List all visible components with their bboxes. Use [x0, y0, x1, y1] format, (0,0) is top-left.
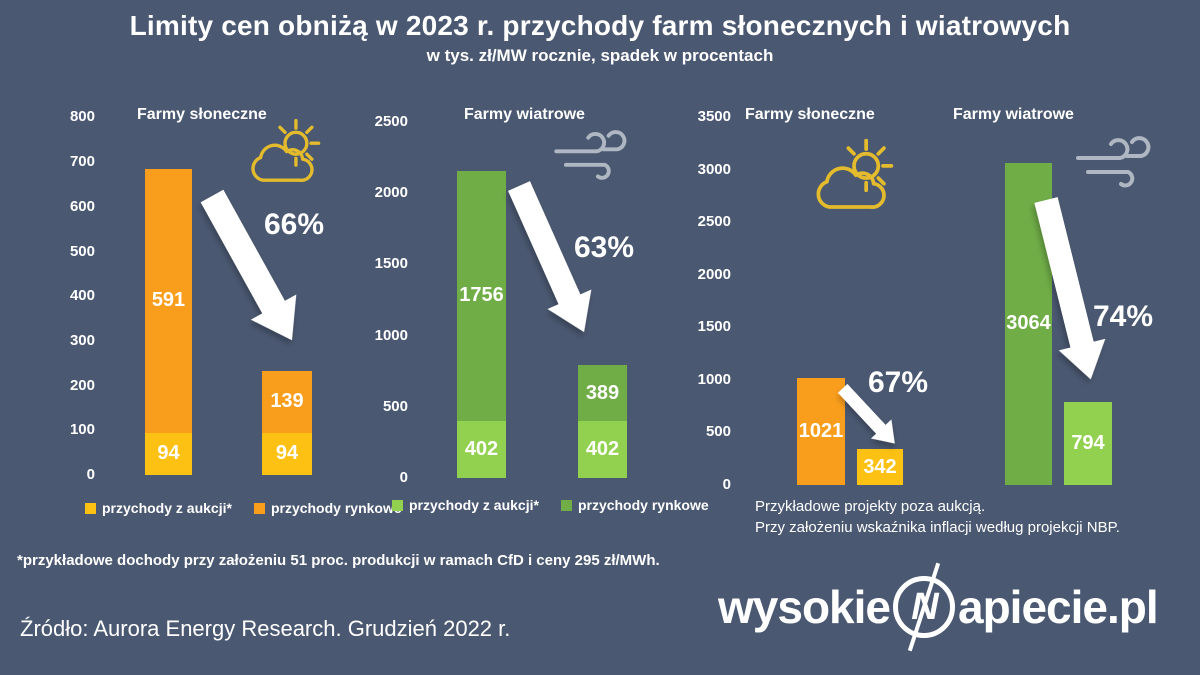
chart-title-solar-right: Farmy słoneczne	[745, 106, 875, 123]
drop-percent-label: 66%	[264, 208, 325, 241]
bar-value-label: 342	[863, 455, 897, 478]
wind-icon	[550, 128, 640, 190]
bar-value-label: 94	[275, 442, 299, 465]
bar-segment-wind-left: 1756	[457, 170, 506, 421]
logo-text-prefix: wysokie	[718, 581, 891, 633]
bar-segment-wind-left: 389	[578, 365, 627, 421]
legend-swatch-orange-icon	[253, 502, 265, 514]
chart-title-wind-right: Farmy wiatrowe	[953, 106, 1074, 123]
axis-tick-label: 3500	[697, 108, 731, 125]
axis-tick-label: 2500	[374, 113, 408, 130]
source-caption: Źródło: Aurora Energy Research. Grudzień…	[20, 616, 511, 641]
legend-label: przychody z aukcji*	[102, 500, 232, 516]
axis-tick-label: 2000	[697, 265, 731, 283]
axis-tick-label: 300	[69, 331, 95, 349]
axis-tick-label: 400	[69, 287, 95, 305]
bar-value-label: 402	[585, 437, 620, 460]
legend-item: przychody z aukcji*	[392, 497, 539, 513]
bar-segment-wind-left: 402	[457, 420, 506, 478]
axis-tick-label: 1000	[374, 326, 408, 344]
chart-title-solar-left: Farmy słoneczne	[137, 106, 267, 123]
axis-tick-label: 100	[69, 421, 95, 439]
right-note: Przykładowe projekty poza aukcją. Przy z…	[755, 496, 1120, 538]
legend-label: przychody rynkowe	[270, 500, 402, 516]
bar-value-label: 591	[151, 289, 186, 312]
bar-value-label: 794	[1071, 431, 1105, 454]
legend-solar: przychody z aukcji* przychody rynkowe	[85, 500, 402, 516]
axis-tick-label: 800	[69, 108, 95, 126]
legend-wind: przychody z aukcji* przychody rynkowe	[392, 497, 709, 513]
sun-cloud-icon	[243, 114, 327, 196]
legend-item: przychody rynkowe	[253, 500, 402, 516]
bar-segment-solar-left: 139	[262, 370, 312, 433]
bar-segment-solar-left: 94	[262, 432, 312, 475]
axis-tick-label: 600	[69, 197, 95, 215]
axis-tick-label: 200	[69, 376, 95, 394]
drop-percent-label: 67%	[868, 366, 929, 399]
axis-tick-label: 1000	[697, 370, 731, 388]
drop-percent-label: 74%	[1093, 300, 1154, 333]
sun-cloud-icon	[806, 136, 902, 222]
bar-segment-wind-right: 794	[1064, 401, 1112, 485]
logo-wysokienapiecie: wysokie N apiecie.pl	[718, 562, 1159, 652]
axis-tick-label: 500	[382, 397, 408, 415]
arrow-shaft	[508, 181, 581, 305]
legend-item: przychody z aukcji*	[85, 500, 232, 516]
bar-value-label: 3064	[1006, 312, 1051, 335]
bar-value-label: 402	[464, 437, 499, 460]
bar-segment-solar-right: 1021	[797, 377, 845, 485]
chart-title-wind-left: Farmy wiatrowe	[464, 106, 585, 123]
right-note-line2: Przy założeniu wskaźnika inflacji według…	[755, 519, 1120, 536]
legend-item: przychody rynkowe	[560, 497, 709, 513]
axis-tick-label: 700	[69, 153, 95, 171]
bar-segment-solar-left: 591	[145, 168, 192, 433]
wind-icon	[1072, 134, 1164, 198]
page-subtitle: w tys. zł/MW rocznie, spadek w procentac…	[426, 46, 774, 65]
legend-swatch-green-dark-icon	[560, 499, 572, 511]
bar-segment-solar-left: 94	[145, 432, 192, 475]
axis-tick-label: 2500	[697, 213, 731, 231]
axis-tick-label: 500	[69, 242, 95, 260]
logo-text-suffix: apiecie.pl	[958, 581, 1159, 633]
bar-segment-wind-left: 402	[578, 420, 627, 478]
down-arrow-icon	[1034, 197, 1115, 386]
axis-tick-label: 3000	[697, 160, 731, 178]
header: Limity cen obniżą w 2023 r. przychody fa…	[0, 10, 1200, 66]
legend-label: przychody rynkowe	[577, 497, 709, 513]
drop-percent-label: 63%	[574, 231, 635, 264]
bar-segment-solar-right: 342	[857, 449, 903, 485]
bar-value-label: 139	[270, 390, 304, 413]
axis-tick-label: 1500	[697, 318, 731, 336]
axis-tick-label: 1500	[374, 255, 408, 273]
bar-value-label: 94	[157, 442, 180, 465]
axis-tick-label: 0	[722, 476, 731, 493]
axis-tick-label: 2000	[374, 184, 408, 202]
arrow-head	[1058, 338, 1115, 386]
bar-value-label: 389	[585, 381, 620, 404]
footnote: *przykładowe dochody przy założeniu 51 p…	[17, 552, 660, 569]
legend-swatch-green-light-icon	[392, 499, 403, 511]
bar-value-label: 1756	[459, 284, 504, 307]
axis-tick-label: 0	[86, 466, 95, 483]
lightning-n-icon: N	[893, 562, 955, 652]
axis-tick-label: 500	[705, 423, 731, 441]
legend-swatch-yellow-icon	[85, 502, 96, 514]
legend-label: przychody z aukcji*	[409, 497, 539, 513]
page-title: Limity cen obniżą w 2023 r. przychody fa…	[129, 10, 1071, 41]
right-note-line1: Przykładowe projekty poza aukcją.	[755, 498, 986, 515]
axis-tick-label: 0	[399, 469, 408, 486]
bar-value-label: 1021	[798, 419, 844, 442]
